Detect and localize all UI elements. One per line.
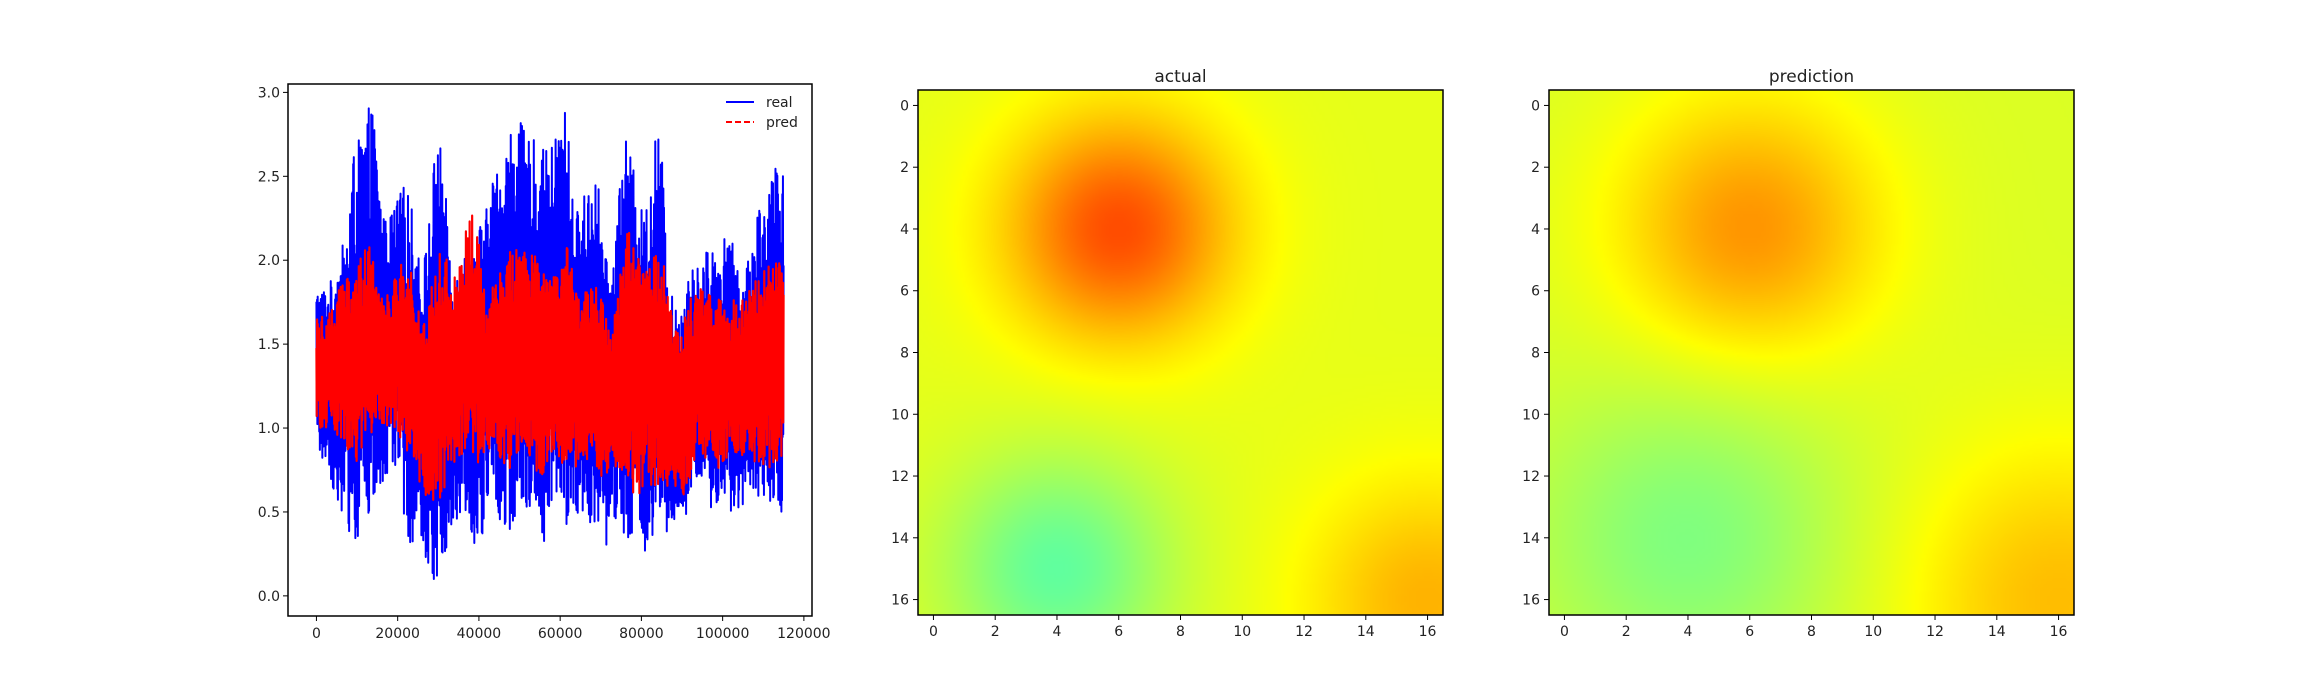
line-chart-axes: 0 20000 40000 60000 80000 100000 120000 0.0 0.5 1… bbox=[258, 85, 831, 642]
x-tick-label: 80000 bbox=[619, 626, 664, 642]
heatmap-actual-panel: actual 0 2 4 6 8 10 12 14 16 0 2 4 6 8 10 12 14 16 bbox=[891, 67, 1444, 640]
x-tick-label: 8 bbox=[1807, 624, 1816, 640]
x-tick-label: 16 bbox=[2050, 624, 2068, 640]
y-tick-label: 10 bbox=[1522, 407, 1540, 423]
y-tick-label: 14 bbox=[1522, 531, 1540, 547]
x-tick-label: 14 bbox=[1357, 624, 1375, 640]
x-tick-label: 16 bbox=[1419, 624, 1437, 640]
y-tick-label: 6 bbox=[900, 284, 909, 300]
x-tick-label: 0 bbox=[312, 626, 321, 642]
legend: real pred bbox=[726, 95, 798, 131]
y-tick-label: 14 bbox=[891, 531, 909, 547]
line-series-layer bbox=[315, 107, 785, 581]
y-tick-label: 12 bbox=[1522, 469, 1540, 485]
x-tick-label: 60000 bbox=[538, 626, 583, 642]
x-tick-label: 20000 bbox=[375, 626, 420, 642]
heatmap-actual-title: actual bbox=[1154, 67, 1206, 87]
x-tick-label: 6 bbox=[1114, 624, 1123, 640]
line-chart-frame bbox=[287, 83, 813, 617]
y-tick-label: 12 bbox=[891, 469, 909, 485]
heatmap-actual-axes: 0 2 4 6 8 10 12 14 16 0 2 4 6 8 10 12 14 16 bbox=[891, 98, 1436, 640]
y-tick-label: 1.0 bbox=[258, 421, 280, 437]
y-tick-label: 8 bbox=[1531, 346, 1540, 362]
y-tick-label: 10 bbox=[891, 407, 909, 423]
heatmap-prediction-image bbox=[1549, 90, 2074, 615]
y-tick-label: 1.5 bbox=[258, 337, 280, 353]
x-tick-label: 120000 bbox=[777, 626, 830, 642]
y-tick-label: 0 bbox=[1531, 98, 1540, 114]
heatmap-prediction-panel: prediction 0 2 4 6 8 10 12 14 16 0 2 4 6 8 10 12 14 16 bbox=[1522, 67, 2075, 640]
y-tick-label: 8 bbox=[900, 346, 909, 362]
y-tick-label: 2 bbox=[900, 160, 909, 176]
x-tick-label: 12 bbox=[1295, 624, 1313, 640]
x-tick-label: 4 bbox=[1684, 624, 1693, 640]
series-line-pred bbox=[315, 214, 785, 501]
y-tick-label: 0.5 bbox=[258, 505, 280, 521]
y-tick-label: 2 bbox=[1531, 160, 1540, 176]
heatmap-prediction-axes: 0 2 4 6 8 10 12 14 16 0 2 4 6 8 10 12 14 16 bbox=[1522, 98, 2067, 640]
x-tick-label: 100000 bbox=[696, 626, 749, 642]
x-tick-label: 8 bbox=[1176, 624, 1185, 640]
y-tick-label: 2.5 bbox=[258, 169, 280, 185]
heatmap-actual-image bbox=[918, 90, 1443, 615]
x-tick-label: 14 bbox=[1988, 624, 2006, 640]
x-tick-label: 6 bbox=[1745, 624, 1754, 640]
heatmap-prediction-title: prediction bbox=[1769, 67, 1854, 87]
x-tick-label: 12 bbox=[1926, 624, 1944, 640]
legend-label-pred: pred bbox=[766, 115, 798, 131]
y-tick-label: 16 bbox=[1522, 593, 1540, 609]
x-tick-label: 2 bbox=[1622, 624, 1631, 640]
x-tick-label: 0 bbox=[929, 624, 938, 640]
y-tick-label: 4 bbox=[1531, 222, 1540, 238]
y-tick-label: 4 bbox=[900, 222, 909, 238]
x-tick-label: 10 bbox=[1864, 624, 1882, 640]
y-tick-label: 16 bbox=[891, 593, 909, 609]
y-tick-label: 2.0 bbox=[258, 253, 280, 269]
x-tick-label: 10 bbox=[1233, 624, 1251, 640]
x-tick-label: 40000 bbox=[457, 626, 502, 642]
y-tick-label: 0 bbox=[900, 98, 909, 114]
y-tick-label: 3.0 bbox=[258, 85, 280, 101]
x-tick-label: 2 bbox=[991, 624, 1000, 640]
y-tick-label: 6 bbox=[1531, 284, 1540, 300]
x-tick-label: 4 bbox=[1053, 624, 1062, 640]
x-tick-label: 0 bbox=[1560, 624, 1569, 640]
line-chart-panel: 0 20000 40000 60000 80000 100000 120000 0.0 0.5 1… bbox=[258, 83, 831, 642]
legend-label-real: real bbox=[766, 95, 793, 111]
y-tick-label: 0.0 bbox=[258, 589, 280, 605]
